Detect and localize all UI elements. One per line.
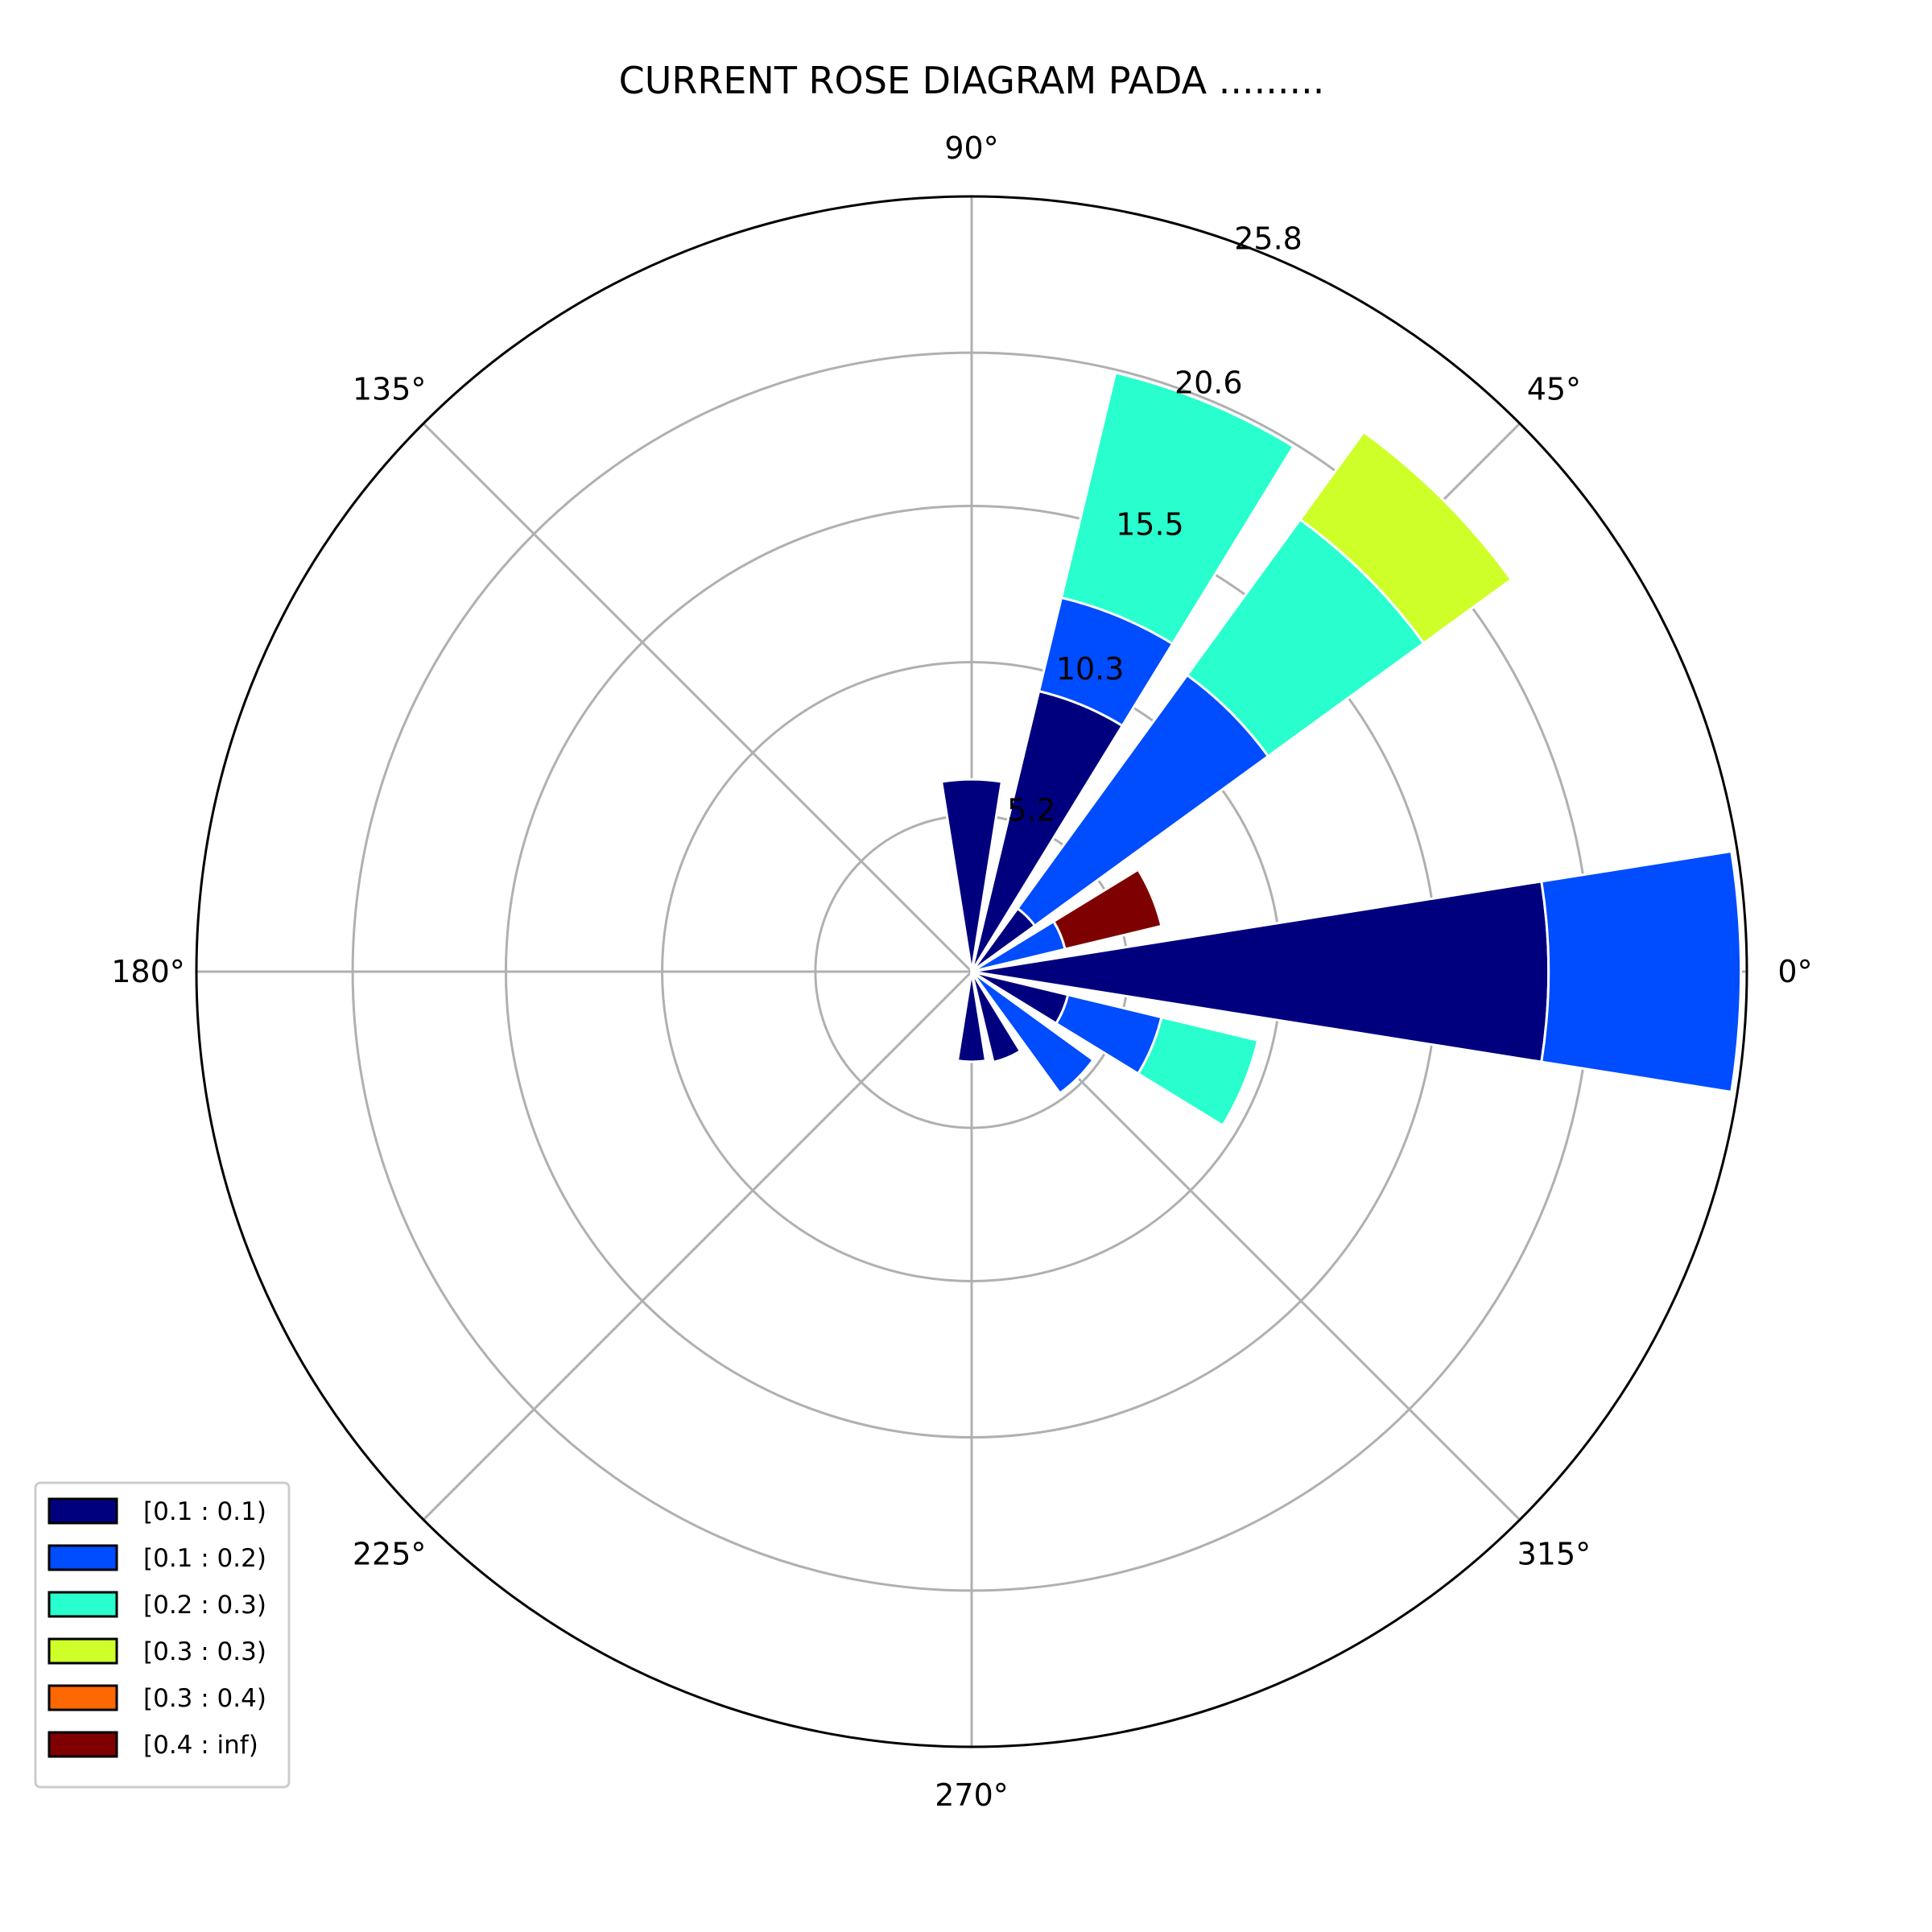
radial-tick-label: 10.3	[1056, 651, 1125, 687]
angle-tick-label: 180°	[111, 954, 185, 989]
angle-tick-label: 45°	[1527, 372, 1581, 407]
legend-label: [0.1 : 0.1)	[143, 1497, 266, 1526]
angle-tick-label: 315°	[1517, 1536, 1591, 1571]
angle-tick-label: 225°	[353, 1536, 427, 1571]
legend-label: [0.1 : 0.2)	[143, 1544, 266, 1573]
legend-label: [0.4 : inf)	[143, 1731, 258, 1760]
legend-label: [0.2 : 0.3)	[143, 1591, 266, 1620]
legend-swatch	[47, 1544, 118, 1571]
radial-tick-label: 15.5	[1116, 506, 1184, 542]
angle-tick-label: 0°	[1777, 954, 1812, 989]
chart-title: CURRENT ROSE DIAGRAM PADA .........	[619, 59, 1325, 102]
rose-bar-segment	[1136, 1015, 1260, 1128]
rose-bar-segment	[956, 971, 988, 1063]
rose-bar-segment	[970, 970, 1096, 1096]
radial-tick-label: 5.2	[1007, 793, 1055, 828]
angle-tick-label: 90°	[944, 130, 998, 166]
angle-tick-label: 135°	[353, 372, 427, 407]
legend-label: [0.3 : 0.4)	[143, 1684, 266, 1713]
radial-tick-label: 25.8	[1234, 221, 1302, 256]
legend-label: [0.3 : 0.3)	[143, 1637, 266, 1666]
legend-swatch	[47, 1684, 118, 1711]
rose-bar-segment	[1298, 430, 1513, 646]
angle-tick-labels: 0° 45° 90° 135° 180° 225° 270° 315°	[111, 130, 1812, 1813]
legend-swatch	[47, 1591, 118, 1618]
rose-bar-segment	[1051, 868, 1163, 951]
grid-spoke	[422, 970, 973, 1521]
rose-bar-segment	[939, 778, 1004, 972]
radial-tick-labels: 5.2 10.3 15.5 20.6 25.8	[1007, 221, 1302, 828]
radial-tick-label: 20.6	[1174, 365, 1243, 401]
legend-swatch	[47, 1731, 118, 1758]
grid-spoke	[422, 422, 973, 973]
legend-swatch	[47, 1637, 118, 1665]
legend-swatch	[47, 1497, 118, 1525]
rose-bar-segment	[1059, 371, 1295, 646]
polar-frame	[195, 195, 1748, 1748]
rose-bar-segment	[1540, 849, 1743, 1094]
angle-tick-label: 270°	[935, 1777, 1009, 1813]
bars-layer	[939, 371, 1743, 1128]
legend: [0.1 : 0.1) [0.1 : 0.2) [0.2 : 0.3) [0.3 : …	[34, 1481, 291, 1789]
rose-bar-segment	[970, 971, 1022, 1064]
